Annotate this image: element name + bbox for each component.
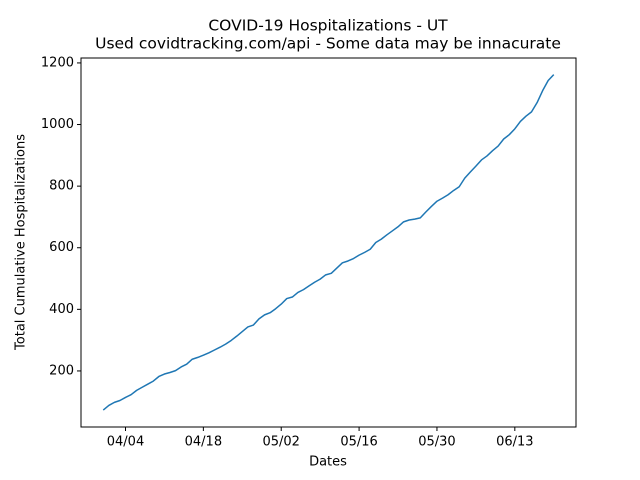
y-axis-label: Total Cumulative Hospitalizations [14,134,29,351]
x-axis-label: Dates [309,455,347,470]
chart-subtitle: Used covidtracking.com/api - Some data m… [95,35,561,53]
y-tick-label: 1000 [41,117,74,132]
x-tick-label: 05/02 [262,435,299,450]
plot-frame [80,57,577,428]
x-tick-label: 04/04 [107,435,144,450]
x-tick-label: 05/30 [418,435,455,450]
data-line [102,74,555,411]
chart-title: COVID-19 Hospitalizations - UT [208,17,448,35]
x-tick-label: 06/13 [496,435,533,450]
y-tick-label: 1200 [41,55,74,70]
y-tick-label: 800 [49,179,74,194]
y-tick-label: 200 [49,363,74,378]
y-tick-label: 400 [49,302,74,317]
x-tick-label: 04/18 [185,435,222,450]
y-tick-label: 600 [49,240,74,255]
x-tick-label: 05/16 [340,435,377,450]
